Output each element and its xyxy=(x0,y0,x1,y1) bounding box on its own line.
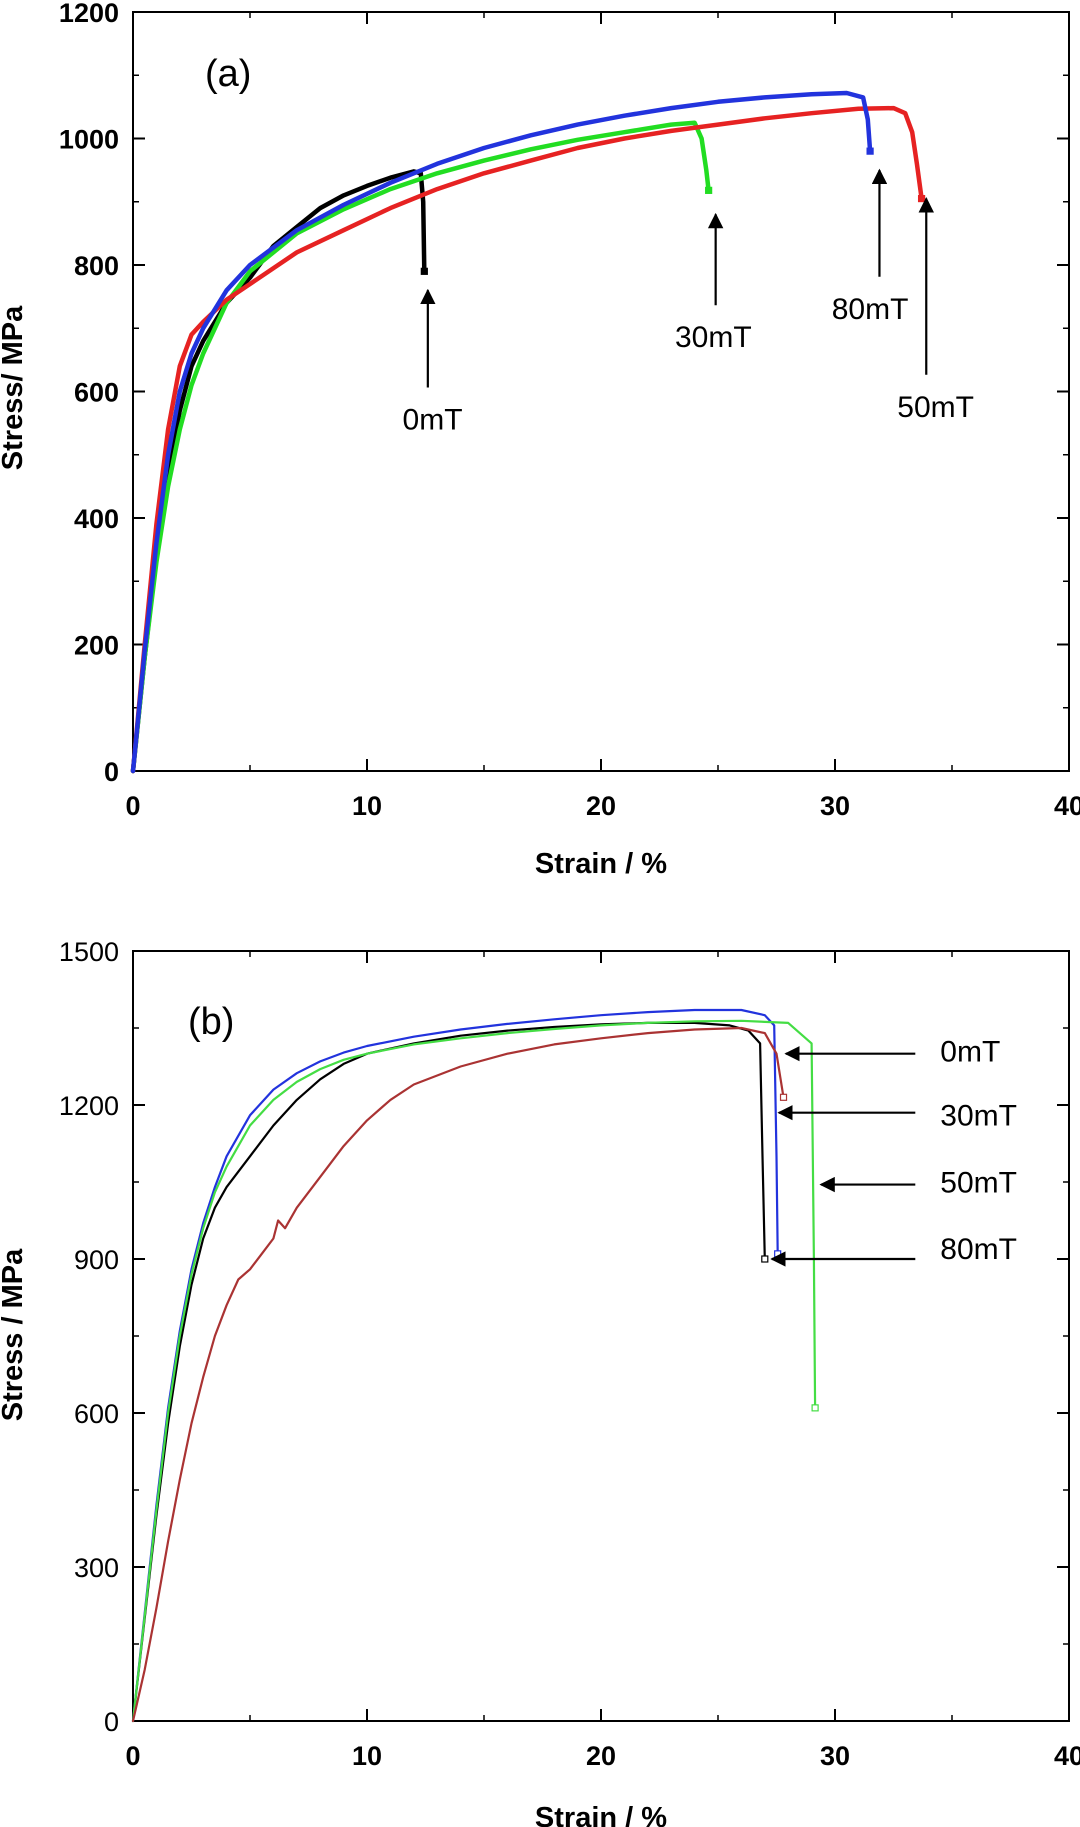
series-line-0mT xyxy=(130,169,427,774)
y-tick-label: 0 xyxy=(104,1707,119,1737)
annotation-label-0mT: 0mT xyxy=(940,1035,1000,1068)
series-end-marker-0mT xyxy=(420,267,428,275)
y-tick-label: 800 xyxy=(74,251,119,281)
x-tick-label: 40 xyxy=(1054,791,1080,821)
y-tick-label: 300 xyxy=(74,1553,119,1583)
x-tick-label: 20 xyxy=(586,1741,616,1771)
x-tick-label: 20 xyxy=(586,791,616,821)
x-tick-label: 10 xyxy=(352,791,382,821)
series-line-0mT xyxy=(131,1021,766,1723)
x-tick-label: 0 xyxy=(125,791,140,821)
y-tick-label: 1200 xyxy=(59,1091,119,1121)
series-line-50mT xyxy=(130,105,924,774)
x-axis-label-b: Strain / % xyxy=(535,1802,667,1827)
plot-frame-b xyxy=(132,950,1070,1722)
y-tick-label: 900 xyxy=(74,1245,119,1275)
annotation-label-50mT: 50mT xyxy=(940,1166,1017,1199)
panel-label-a: (a) xyxy=(205,53,251,95)
series-end-marker-80mT xyxy=(779,1093,788,1101)
series-end-marker-50mT xyxy=(917,194,926,203)
y-tick-label: 1000 xyxy=(59,125,119,155)
x-tick-label: 30 xyxy=(820,791,850,821)
y-tick-label: 400 xyxy=(74,504,119,534)
series-end-marker-30mT xyxy=(705,186,713,194)
y-axis-label-b: Stress / MPa xyxy=(0,1248,29,1421)
series-line-50mT xyxy=(131,1019,817,1723)
y-tick-label: 0 xyxy=(104,757,119,787)
y-tick-label: 1200 xyxy=(59,0,119,28)
series-line-30mT xyxy=(131,1008,779,1723)
x-tick-label: 30 xyxy=(820,1741,850,1771)
annotation-label-30mT: 30mT xyxy=(940,1100,1017,1133)
series-line-80mT xyxy=(131,1026,785,1723)
series-end-marker-50mT xyxy=(811,1404,819,1412)
series-end-marker-0mT xyxy=(761,1255,769,1263)
y-tick-label: 600 xyxy=(74,1399,119,1429)
annotation-label-80mT: 80mT xyxy=(940,1233,1017,1266)
annotation-label-80mT: 80mT xyxy=(832,293,909,326)
x-tick-label: 40 xyxy=(1054,1741,1080,1771)
annotation-label-0mT: 0mT xyxy=(403,403,463,436)
series-end-marker-30mT xyxy=(774,1250,782,1258)
x-tick-label: 10 xyxy=(352,1741,382,1771)
panel-label-b: (b) xyxy=(188,1001,234,1043)
watermark-text: 江苏激光产业创新联盟 xyxy=(900,1801,1070,1821)
chart-panel-b: (b) Strain / % Stress / MPa 0 10 20 30 40 0 30… xyxy=(0,937,1080,1827)
y-axis-label-a: Stress/ MPa xyxy=(0,305,29,470)
x-axis-label-a: Strain / % xyxy=(535,848,667,880)
series-end-marker-80mT xyxy=(866,147,874,155)
y-tick-label: 200 xyxy=(74,631,119,661)
series-line-30mT xyxy=(130,120,711,774)
series-line-80mT xyxy=(130,90,873,774)
y-tick-label: 600 xyxy=(74,378,119,408)
chart-panel-a: (a) Strain / % Stress/ MPa 0 10 20 30 400200… xyxy=(0,0,1080,880)
annotation-label-50mT: 50mT xyxy=(897,391,974,424)
annotation-label-30mT: 30mT xyxy=(675,321,752,354)
x-tick-label: 0 xyxy=(125,1741,140,1771)
y-tick-label: 1500 xyxy=(59,937,119,967)
